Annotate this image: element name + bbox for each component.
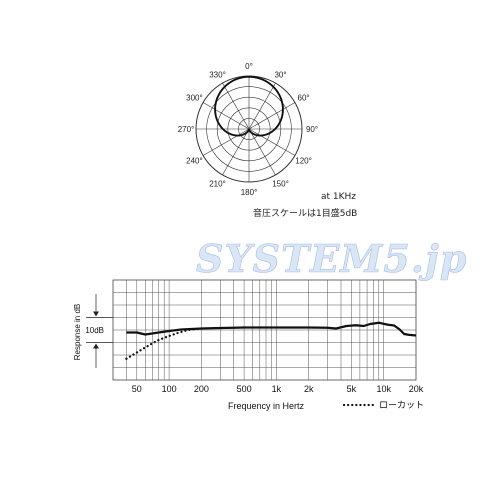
polar-pattern-chart: 0° 30° 60° 90° 120° 150° 180° 210° 240° 270° 300° 3… xyxy=(178,62,318,197)
x-tick-label: 1k xyxy=(272,384,282,394)
polar-angle-label: 120° xyxy=(295,157,312,166)
x-tick-label: 10k xyxy=(376,384,391,394)
watermark-logo: SYSTEM5.jp xyxy=(196,236,468,282)
series-line-response xyxy=(126,321,417,337)
polar-angle-label: 270° xyxy=(178,125,195,134)
polar-angle-label: 150° xyxy=(272,180,289,189)
polar-angle-label: 300° xyxy=(186,94,203,103)
polar-angle-label: 240° xyxy=(186,157,203,166)
scale-arrowhead-lower xyxy=(93,343,99,349)
scale-arrowhead-upper xyxy=(93,311,99,317)
polar-frequency-note: at 1KHz xyxy=(321,192,357,202)
x-tick-label: 5k xyxy=(347,384,357,394)
polar-angle-label: 0° xyxy=(245,62,253,71)
polar-angle-label: 180° xyxy=(241,188,258,197)
polar-angle-label: 210° xyxy=(209,180,226,189)
x-tick-label: 500 xyxy=(237,384,252,394)
y-axis-label: Response in dB xyxy=(73,304,82,360)
polar-spoke xyxy=(202,102,250,130)
x-tick-label: 200 xyxy=(194,384,209,394)
polar-angle-label: 330° xyxy=(209,70,226,79)
polar-angle-label: 60° xyxy=(298,94,310,103)
polar-spoke xyxy=(248,128,276,176)
polar-spoke xyxy=(202,128,250,156)
polar-spoke xyxy=(248,102,296,130)
series-line-low-cut xyxy=(125,327,203,360)
polar-spoke xyxy=(222,82,250,130)
polar-pattern-curve xyxy=(214,75,284,137)
x-axis-label: Frequency in Hertz xyxy=(228,401,305,411)
legend-label-low-cut: ローカット xyxy=(379,400,424,410)
polar-spoke xyxy=(248,128,296,156)
x-tick-label: 2k xyxy=(304,384,314,394)
polar-spoke xyxy=(248,82,276,130)
scale-label: 10dB xyxy=(85,326,104,335)
polar-angle-label: 30° xyxy=(274,70,286,79)
polar-angle-label: 90° xyxy=(306,125,318,134)
polar-scale-note: 音圧スケールは1目盛5dB xyxy=(253,209,358,219)
x-tick-label: 100 xyxy=(162,384,177,394)
polar-spoke xyxy=(222,128,250,176)
frequency-response-chart: 50 100 200 500 1k 2k 5k 10k 20k Frequency in Hert… xyxy=(73,279,424,411)
x-tick-label: 50 xyxy=(132,384,142,394)
x-tick-label: 20k xyxy=(409,384,424,394)
